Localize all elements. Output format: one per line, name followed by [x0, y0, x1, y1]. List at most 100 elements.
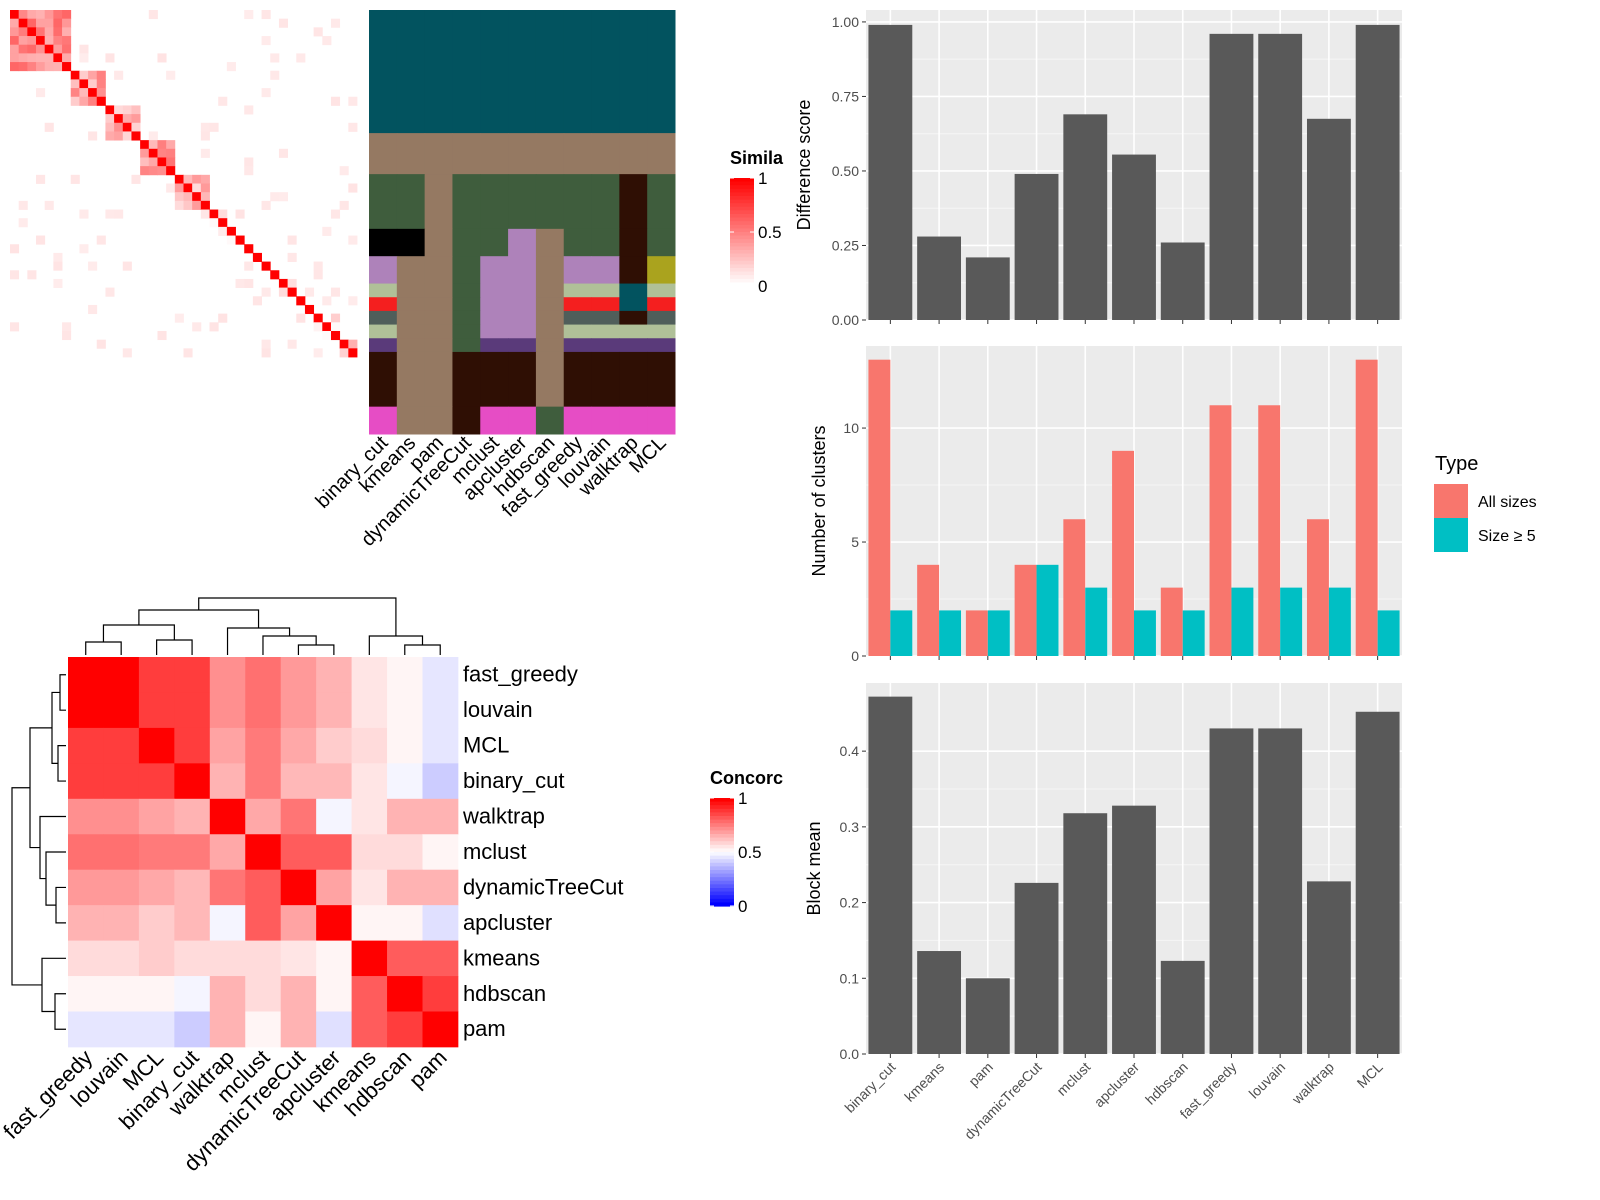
- assignment-cell: [619, 324, 648, 339]
- similarity-cell: [44, 200, 54, 210]
- legend-gradient-step: [710, 866, 734, 871]
- legend-gradient-step: [710, 830, 734, 835]
- y-tick-label: 0.25: [832, 237, 859, 253]
- x-tick-label: louvain: [1246, 1059, 1289, 1102]
- bar: [965, 257, 1010, 320]
- assignment-cell: [591, 324, 620, 339]
- bar-size-ge-5: [890, 610, 913, 656]
- concordance-cell: [280, 798, 317, 835]
- assignment-cell: [396, 297, 426, 312]
- assignment-cell: [647, 406, 676, 435]
- concordance-cell: [422, 905, 459, 941]
- concordance-cell: [103, 763, 140, 800]
- legend-gradient-step: [730, 278, 754, 283]
- concordance-cell: [316, 727, 352, 764]
- legend-gradient-step: [730, 264, 754, 269]
- similarity-cell: [27, 53, 37, 63]
- legend-gradient-step: [730, 210, 754, 215]
- concordance-cell: [422, 692, 459, 729]
- similarity-cell: [105, 53, 115, 63]
- similarity-cell: [200, 131, 210, 141]
- similarity-cell: [200, 183, 210, 193]
- assignment-cell: [647, 338, 676, 353]
- similarity-cell: [140, 157, 150, 167]
- assignment-cell: [535, 351, 565, 408]
- similarity-cell: [174, 200, 184, 210]
- assignment-cell: [369, 228, 398, 257]
- similarity-cell: [18, 44, 28, 54]
- legend-gradient-step: [710, 834, 734, 839]
- assignment-cell: [508, 324, 537, 339]
- assignment-cell: [508, 133, 537, 175]
- bar: [1355, 711, 1400, 1054]
- assignment-cell: [563, 324, 593, 339]
- assignment-cell: [452, 406, 481, 435]
- legend-gradient-step: [710, 801, 734, 806]
- similarity-cell: [322, 322, 332, 332]
- assignment-cell: [591, 256, 620, 285]
- assignment-cell: [647, 228, 676, 257]
- similarity-cell: [157, 148, 167, 158]
- concordance-cell: [280, 940, 317, 977]
- assignment-cell: [647, 310, 676, 326]
- concordance-cell: [280, 905, 317, 941]
- concordance-cell: [280, 976, 317, 1012]
- legend-tick-label: 1: [738, 789, 747, 808]
- similarity-cell: [244, 157, 254, 167]
- assignment-cell: [480, 324, 509, 339]
- x-tick-label: mclust: [1053, 1059, 1093, 1099]
- similarity-cell: [157, 140, 167, 150]
- similarity-cell: [322, 330, 332, 341]
- assignment-cell: [369, 10, 398, 134]
- legend-tick-label: 0: [758, 277, 767, 296]
- assignment-cell: [508, 174, 537, 230]
- assignment-cell: [535, 10, 565, 134]
- bar: [917, 236, 962, 320]
- similarity-cell: [10, 53, 20, 63]
- similarity-cell: [140, 166, 150, 176]
- assignment-cell: [535, 310, 565, 326]
- concordance-cell: [209, 905, 246, 941]
- assignment-cell: [396, 228, 426, 257]
- similarity-cell: [131, 131, 141, 141]
- concordance-cell: [245, 905, 282, 941]
- assignment-cell: [452, 133, 481, 175]
- similarity-cell: [44, 27, 54, 37]
- legend-title: Concorc: [710, 768, 783, 788]
- column-dendrogram: [404, 644, 441, 655]
- legend-swatch: [1434, 484, 1468, 518]
- bar-size-ge-5: [939, 610, 962, 656]
- similarity-cell: [79, 70, 89, 80]
- similarity-cell: [10, 270, 20, 280]
- similarity-cell: [53, 27, 63, 37]
- similarity-cell: [79, 88, 89, 98]
- legend-gradient-step: [730, 214, 754, 219]
- similarity-cell: [36, 235, 46, 245]
- similarity-cell: [261, 339, 271, 349]
- concordance-cell: [245, 1011, 282, 1048]
- similarity-cell: [304, 287, 315, 297]
- similarity-cell: [166, 70, 176, 80]
- assignment-cell: [647, 256, 676, 285]
- legend-gradient-step: [730, 250, 754, 255]
- similarity-cell: [44, 53, 54, 63]
- similarity-cell: [36, 62, 46, 72]
- concordance-cell: [209, 940, 246, 977]
- assignment-cell: [396, 283, 426, 298]
- assignment-cell: [591, 10, 620, 134]
- concordance-cell: [68, 798, 104, 835]
- assignment-cell: [452, 351, 481, 408]
- similarity-cell: [96, 79, 106, 89]
- assignment-cell: [396, 310, 426, 326]
- similarity-cell: [88, 96, 98, 106]
- concordance-cell: [351, 727, 388, 764]
- similarity-cell: [131, 174, 141, 184]
- legend-gradient-step: [730, 196, 754, 201]
- assignment-cell: [396, 10, 426, 134]
- y-axis-title: Block mean: [804, 821, 824, 915]
- similarity-cell: [79, 44, 89, 54]
- row-dendrogram: [55, 886, 66, 924]
- legend-gradient-step: [730, 203, 754, 208]
- concordance-cell: [351, 940, 388, 977]
